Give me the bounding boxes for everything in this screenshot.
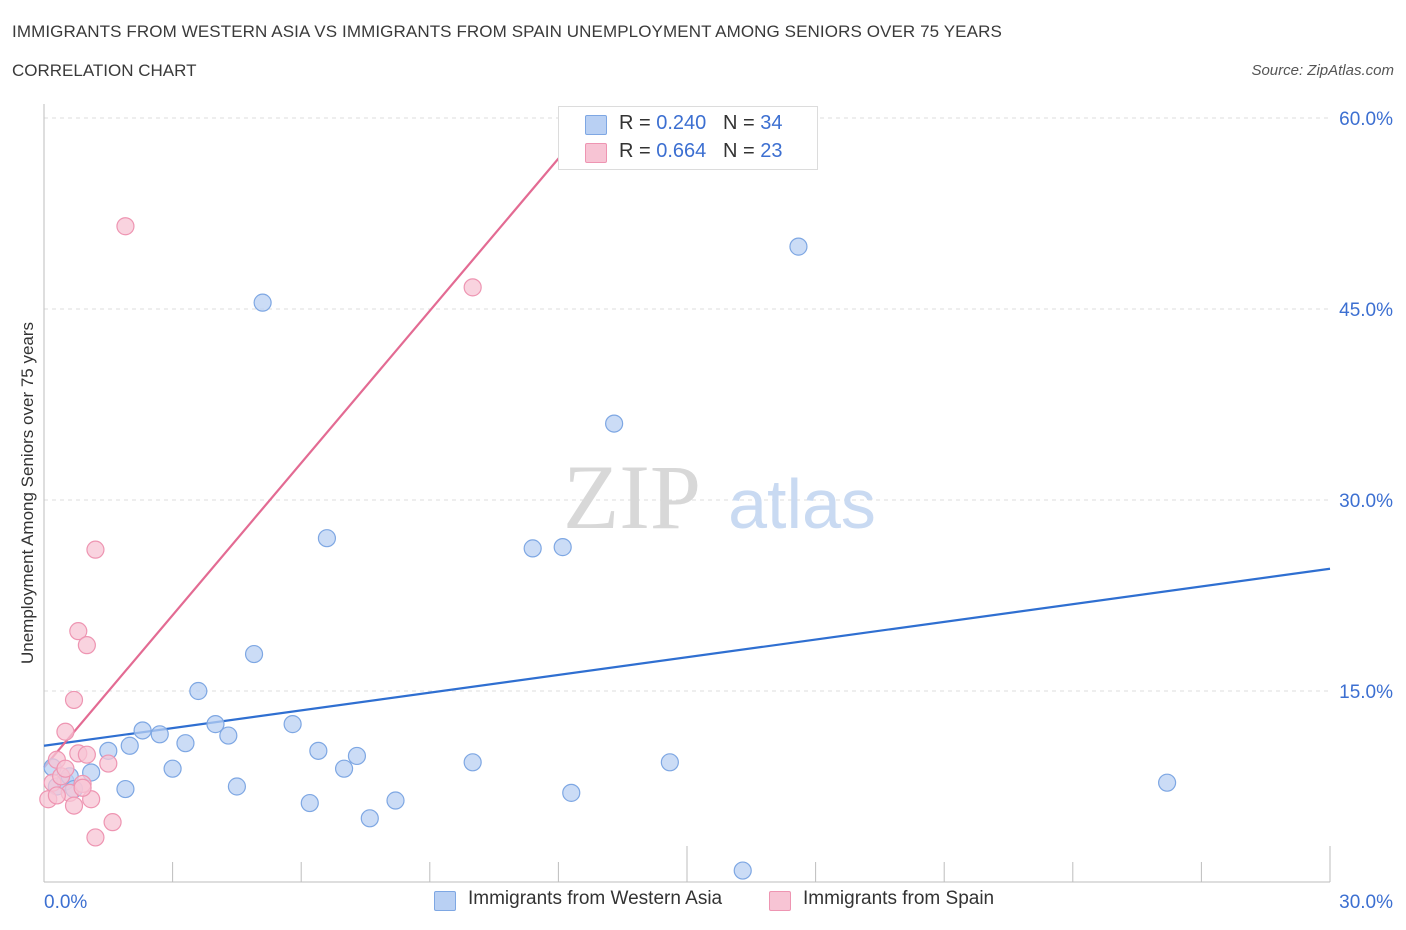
western-asia-point [562,783,581,802]
x-tick-label: 0.0% [44,892,87,913]
western-asia-point [347,746,367,766]
spain-point [77,745,96,764]
legend-r-label: R = [619,112,657,134]
western-asia-point [283,715,302,734]
western-asia-point [176,734,195,753]
spain-trend-line [43,117,594,769]
western-asia-swatch [434,891,456,911]
legend-n-value: 23 [760,140,783,162]
western-asia-point [463,753,482,772]
spain-point [69,622,88,641]
spain-point [47,786,66,805]
watermark-atlas: atlas [728,465,876,543]
western-asia-point [309,741,328,760]
spain-point [99,754,118,773]
y-tick-label: 15.0% [1339,682,1393,703]
spain-point [56,759,75,778]
data-points [39,217,1177,880]
spain-point [86,540,105,559]
western-asia-point [206,715,225,734]
legend-n-label: N = [722,140,761,162]
western-asia-point [317,529,337,548]
spain-point [64,690,84,710]
legend-r-label: R = [619,140,657,162]
grid-lines [44,117,1330,692]
western-asia-point [219,726,238,745]
axes [43,104,1331,883]
western-asia-point [227,777,246,796]
legend-n-label: N = [722,112,761,134]
western-asia-point [334,759,354,778]
y-tick-label: 45.0% [1339,300,1393,321]
spain-point [86,828,105,847]
western-asia-point [163,759,182,778]
source-credit: Source: ZipAtlas.com [1251,62,1394,79]
watermark: ZIP atlas [563,446,876,548]
legend-r-value: 0.664 [656,140,707,162]
western-asia-point [1158,773,1177,792]
western-asia-point [116,779,135,799]
western-asia-point [360,809,379,828]
spain-point [77,636,96,655]
y-tick-label: 60.0% [1339,109,1393,130]
spain-point [463,278,482,297]
western-asia-point [660,753,679,772]
spain-swatch [769,891,791,911]
spain-point [103,813,122,832]
western-asia-point [553,538,572,557]
trend-lines [43,117,1331,769]
western-asia-point [386,791,405,810]
western-asia-point [300,793,319,813]
spain-point [116,217,135,236]
spain-legend-label: Immigrants from Spain [803,888,995,909]
western-asia-point [120,736,139,755]
western-asia-point [605,414,624,433]
western-asia-legend-label: Immigrants from Western Asia [468,888,723,909]
western-asia-point [789,237,808,256]
western-asia-point [189,681,208,701]
western-asia-swatch [585,115,607,135]
spain-point [73,778,92,797]
western-asia-point [253,293,272,312]
western-asia-point [523,539,542,558]
chart-title: IMMIGRANTS FROM WESTERN ASIA VS IMMIGRAN… [12,22,1002,41]
western-asia-point [133,721,152,740]
correlation-legend: R = 0.240 N = 34 R = 0.664 N = 23 [558,106,818,170]
chart-subtitle: CORRELATION CHART [12,61,197,80]
y-axis-label: Unemployment Among Seniors over 75 years [18,321,37,665]
spain-point [64,796,84,815]
spain-point [56,722,75,741]
tick-labels: 15.0% 30.0% 45.0% 60.0% 0.0% 30.0% [44,109,1393,913]
western-asia-point [733,861,752,880]
western-asia-point [150,725,169,744]
western-asia-trend-line [43,567,1331,747]
legend-n-value: 34 [760,112,783,134]
y-tick-label: 30.0% [1339,491,1393,512]
spain-swatch [585,143,607,163]
x-tick-label: 30.0% [1339,892,1393,913]
legend-r-value: 0.240 [656,112,707,134]
western-asia-point [244,644,264,664]
watermark-zip: ZIP [563,446,701,548]
